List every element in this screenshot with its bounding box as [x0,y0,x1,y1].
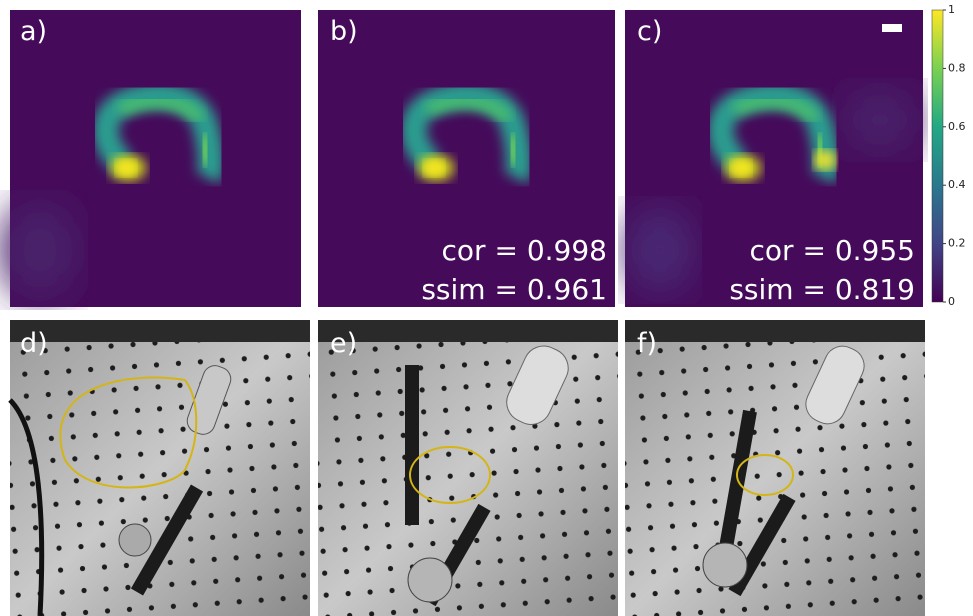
panel-a: a) [0,10,301,307]
panel-label: c) [637,16,662,47]
ssim-metric: ssim = 0.961 [421,273,607,306]
figure: a) b) cor = 0.998 ssim = 0.961 c) cor = … [0,0,973,616]
panel-d: d) [10,320,310,616]
colorbar-tick-label: 1 [948,3,955,16]
colorbar-tick-label: 0.2 [948,237,966,250]
panel-e: e) [318,320,618,616]
panel-f: f) [625,320,925,616]
panel-label: d) [20,328,48,359]
panel-label: f) [637,328,657,359]
colorbar: 0 0.2 0.4 0.6 0.8 1 [932,3,966,308]
ssim-metric: ssim = 0.819 [729,273,915,306]
panel-label: e) [330,328,357,359]
panel-label: a) [20,16,47,47]
colorbar-tick-label: 0.4 [948,178,966,191]
panel-label: b) [330,16,358,47]
panel-b: b) cor = 0.998 ssim = 0.961 [318,10,615,307]
panel-c: c) cor = 0.955 ssim = 0.819 [625,10,923,307]
scale-bar [882,24,902,32]
cor-metric: cor = 0.998 [442,234,607,267]
colorbar-tick-label: 0 [948,295,955,308]
colorbar-tick-label: 0.8 [948,61,966,74]
colorbar-tick-label: 0.6 [948,120,966,133]
cor-metric: cor = 0.955 [750,234,915,267]
